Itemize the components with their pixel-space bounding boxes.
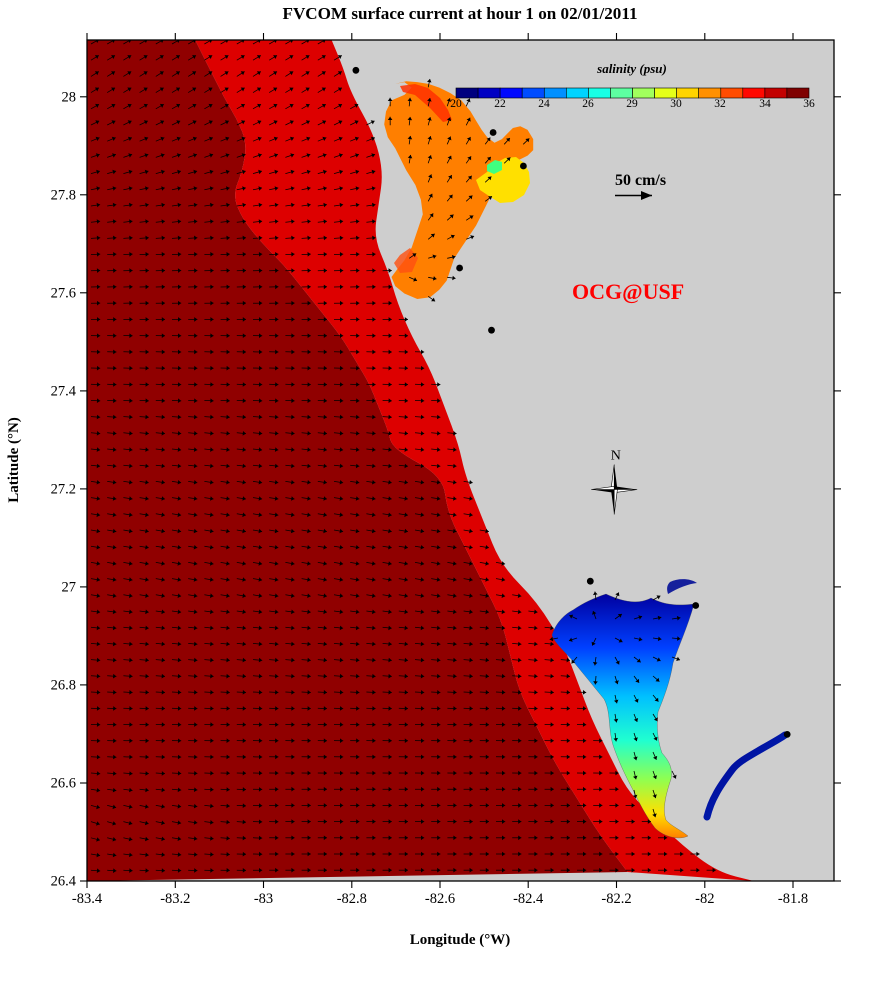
svg-text:-82.6: -82.6 [425, 891, 455, 907]
svg-text:salinity (psu): salinity (psu) [596, 61, 667, 76]
svg-text:27.8: 27.8 [51, 188, 76, 204]
svg-text:Latitude (°N): Latitude (°N) [6, 417, 22, 503]
svg-text:-82: -82 [695, 891, 714, 907]
svg-text:Longitude (°W): Longitude (°W) [410, 932, 511, 948]
svg-text:20: 20 [450, 98, 462, 110]
svg-text:27.4: 27.4 [51, 384, 77, 400]
svg-text:32: 32 [714, 98, 726, 110]
svg-text:26.8: 26.8 [51, 678, 76, 694]
svg-text:26.4: 26.4 [51, 874, 77, 890]
svg-text:-83: -83 [254, 891, 273, 907]
svg-text:36: 36 [803, 98, 815, 110]
svg-text:N: N [611, 449, 621, 464]
svg-text:29: 29 [626, 98, 638, 110]
svg-text:27.2: 27.2 [51, 482, 76, 498]
svg-text:50 cm/s: 50 cm/s [615, 172, 666, 189]
svg-text:22: 22 [494, 98, 506, 110]
svg-text:27: 27 [62, 580, 77, 596]
svg-text:-82.8: -82.8 [337, 891, 367, 907]
svg-text:-83.2: -83.2 [160, 891, 190, 907]
svg-text:34: 34 [759, 98, 771, 110]
svg-text:-82.2: -82.2 [601, 891, 631, 907]
svg-text:-81.8: -81.8 [778, 891, 808, 907]
svg-text:26: 26 [582, 98, 594, 110]
svg-text:FVCOM surface current at hour: FVCOM surface current at hour 1 on 02/01… [283, 4, 638, 23]
svg-text:30: 30 [670, 98, 682, 110]
svg-text:26.6: 26.6 [51, 776, 76, 792]
svg-text:28: 28 [62, 90, 77, 106]
svg-text:-83.4: -83.4 [72, 891, 103, 907]
svg-text:OCG@USF: OCG@USF [572, 279, 684, 304]
svg-text:27.6: 27.6 [51, 286, 76, 302]
svg-text:-82.4: -82.4 [513, 891, 544, 907]
svg-text:24: 24 [538, 98, 550, 110]
